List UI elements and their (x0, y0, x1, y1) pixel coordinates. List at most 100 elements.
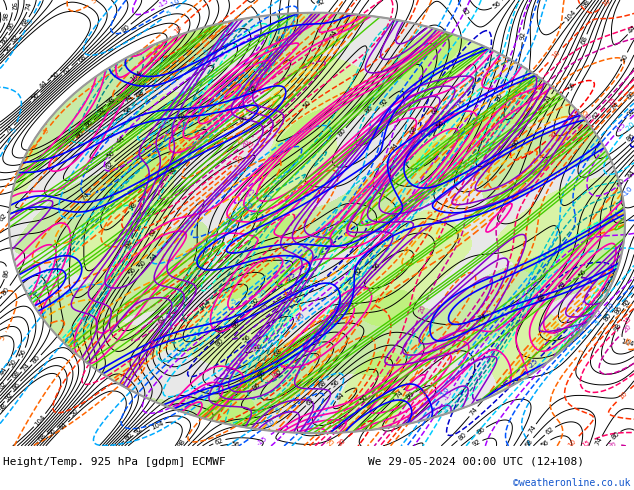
Text: 5: 5 (176, 332, 183, 339)
Point (0, 0, 5, 4)
Text: -10: -10 (294, 312, 307, 324)
Text: -5: -5 (202, 48, 211, 57)
Text: -20: -20 (624, 121, 634, 133)
Ellipse shape (9, 13, 625, 433)
Text: 98: 98 (214, 324, 224, 335)
Text: 5: 5 (91, 0, 98, 5)
Text: 50: 50 (253, 343, 264, 353)
Text: 10: 10 (313, 350, 324, 360)
Text: 10: 10 (234, 154, 245, 165)
Text: 44: 44 (335, 392, 346, 402)
Text: 92: 92 (316, 0, 327, 7)
Text: 50: 50 (301, 99, 312, 110)
Text: 80: 80 (603, 312, 613, 323)
Text: 86: 86 (626, 132, 634, 143)
Text: 25: 25 (326, 438, 337, 448)
Text: 62: 62 (545, 426, 555, 436)
Text: 44: 44 (58, 421, 69, 432)
Text: 62: 62 (0, 213, 8, 223)
Text: 15: 15 (622, 316, 632, 326)
Text: 50: 50 (359, 393, 369, 404)
Point (0, 0, 5, 4)
Text: 68: 68 (580, 35, 589, 46)
Text: 62: 62 (105, 161, 115, 171)
Text: 68: 68 (317, 379, 328, 390)
Text: -20: -20 (441, 401, 452, 414)
Text: 68: 68 (273, 347, 283, 358)
Text: 20: 20 (240, 138, 250, 148)
Text: 62: 62 (214, 437, 224, 446)
Text: 15: 15 (581, 439, 592, 448)
Text: 74: 74 (469, 406, 479, 417)
Text: 74: 74 (594, 436, 604, 447)
Text: 86: 86 (476, 426, 486, 436)
Text: -10: -10 (603, 301, 616, 313)
Point (0, 0, 5, 4)
Text: 98: 98 (3, 11, 10, 21)
Text: 80: 80 (626, 90, 634, 100)
Text: 5: 5 (0, 335, 6, 342)
Text: 50: 50 (106, 149, 117, 160)
Text: 86: 86 (495, 92, 503, 102)
Text: -15: -15 (615, 122, 628, 134)
Text: 56: 56 (3, 44, 13, 54)
Text: -5: -5 (266, 193, 275, 201)
Text: 56: 56 (47, 427, 58, 438)
Text: Height/Temp. 925 hPa [gdpm] ECMWF: Height/Temp. 925 hPa [gdpm] ECMWF (3, 457, 226, 467)
Text: 68: 68 (134, 89, 145, 99)
Point (0, 0, 5, 4)
Text: 56: 56 (127, 266, 138, 277)
Text: 15: 15 (245, 140, 256, 150)
Text: 56: 56 (30, 92, 41, 102)
Text: 62: 62 (591, 110, 601, 120)
Text: 20: 20 (583, 113, 594, 123)
Text: -10: -10 (242, 201, 255, 213)
Text: 44: 44 (627, 169, 634, 180)
Text: 62: 62 (459, 6, 469, 17)
Text: 104: 104 (33, 413, 46, 427)
Text: 74: 74 (527, 424, 538, 435)
Text: 92: 92 (623, 298, 633, 308)
Text: -20: -20 (256, 288, 268, 300)
Point (0, 0, 5, 4)
Text: 20: 20 (622, 323, 633, 333)
Point (0, 0, 5, 4)
Text: -25: -25 (285, 271, 297, 283)
Point (0, 0, 5, 4)
Text: 10: 10 (601, 0, 612, 8)
Text: 50: 50 (8, 358, 18, 368)
Text: 50: 50 (620, 53, 629, 64)
Text: 92: 92 (10, 1, 16, 11)
Text: 15: 15 (147, 339, 158, 348)
Text: 80: 80 (610, 430, 621, 441)
Text: 68: 68 (77, 53, 88, 64)
Text: 10: 10 (567, 438, 578, 448)
Text: 104: 104 (564, 9, 577, 23)
Text: 104: 104 (620, 338, 634, 348)
Point (0, 0, 5, 4)
Text: 50: 50 (50, 70, 61, 81)
Text: 86: 86 (613, 305, 623, 316)
Text: 74: 74 (4, 124, 15, 135)
Text: 104: 104 (150, 420, 165, 431)
Text: 62: 62 (10, 33, 20, 44)
Text: 62: 62 (0, 380, 8, 391)
Text: 74: 74 (80, 192, 91, 202)
Text: -15: -15 (189, 102, 202, 114)
Point (0, 0, 5, 4)
Text: 44: 44 (149, 252, 159, 263)
Text: -10: -10 (168, 0, 181, 9)
Text: 5: 5 (186, 48, 193, 56)
Text: -15: -15 (443, 389, 454, 401)
Text: 74: 74 (21, 362, 31, 372)
Point (0, 0, 5, 4)
Text: 92: 92 (97, 105, 108, 116)
Text: 56: 56 (122, 105, 133, 115)
Text: 92: 92 (379, 98, 389, 108)
Text: 86: 86 (84, 119, 94, 129)
Text: -5: -5 (26, 16, 34, 25)
Text: 62: 62 (157, 314, 167, 324)
Text: 20: 20 (607, 442, 616, 448)
Text: 86: 86 (124, 431, 134, 441)
Text: 86: 86 (3, 268, 10, 278)
